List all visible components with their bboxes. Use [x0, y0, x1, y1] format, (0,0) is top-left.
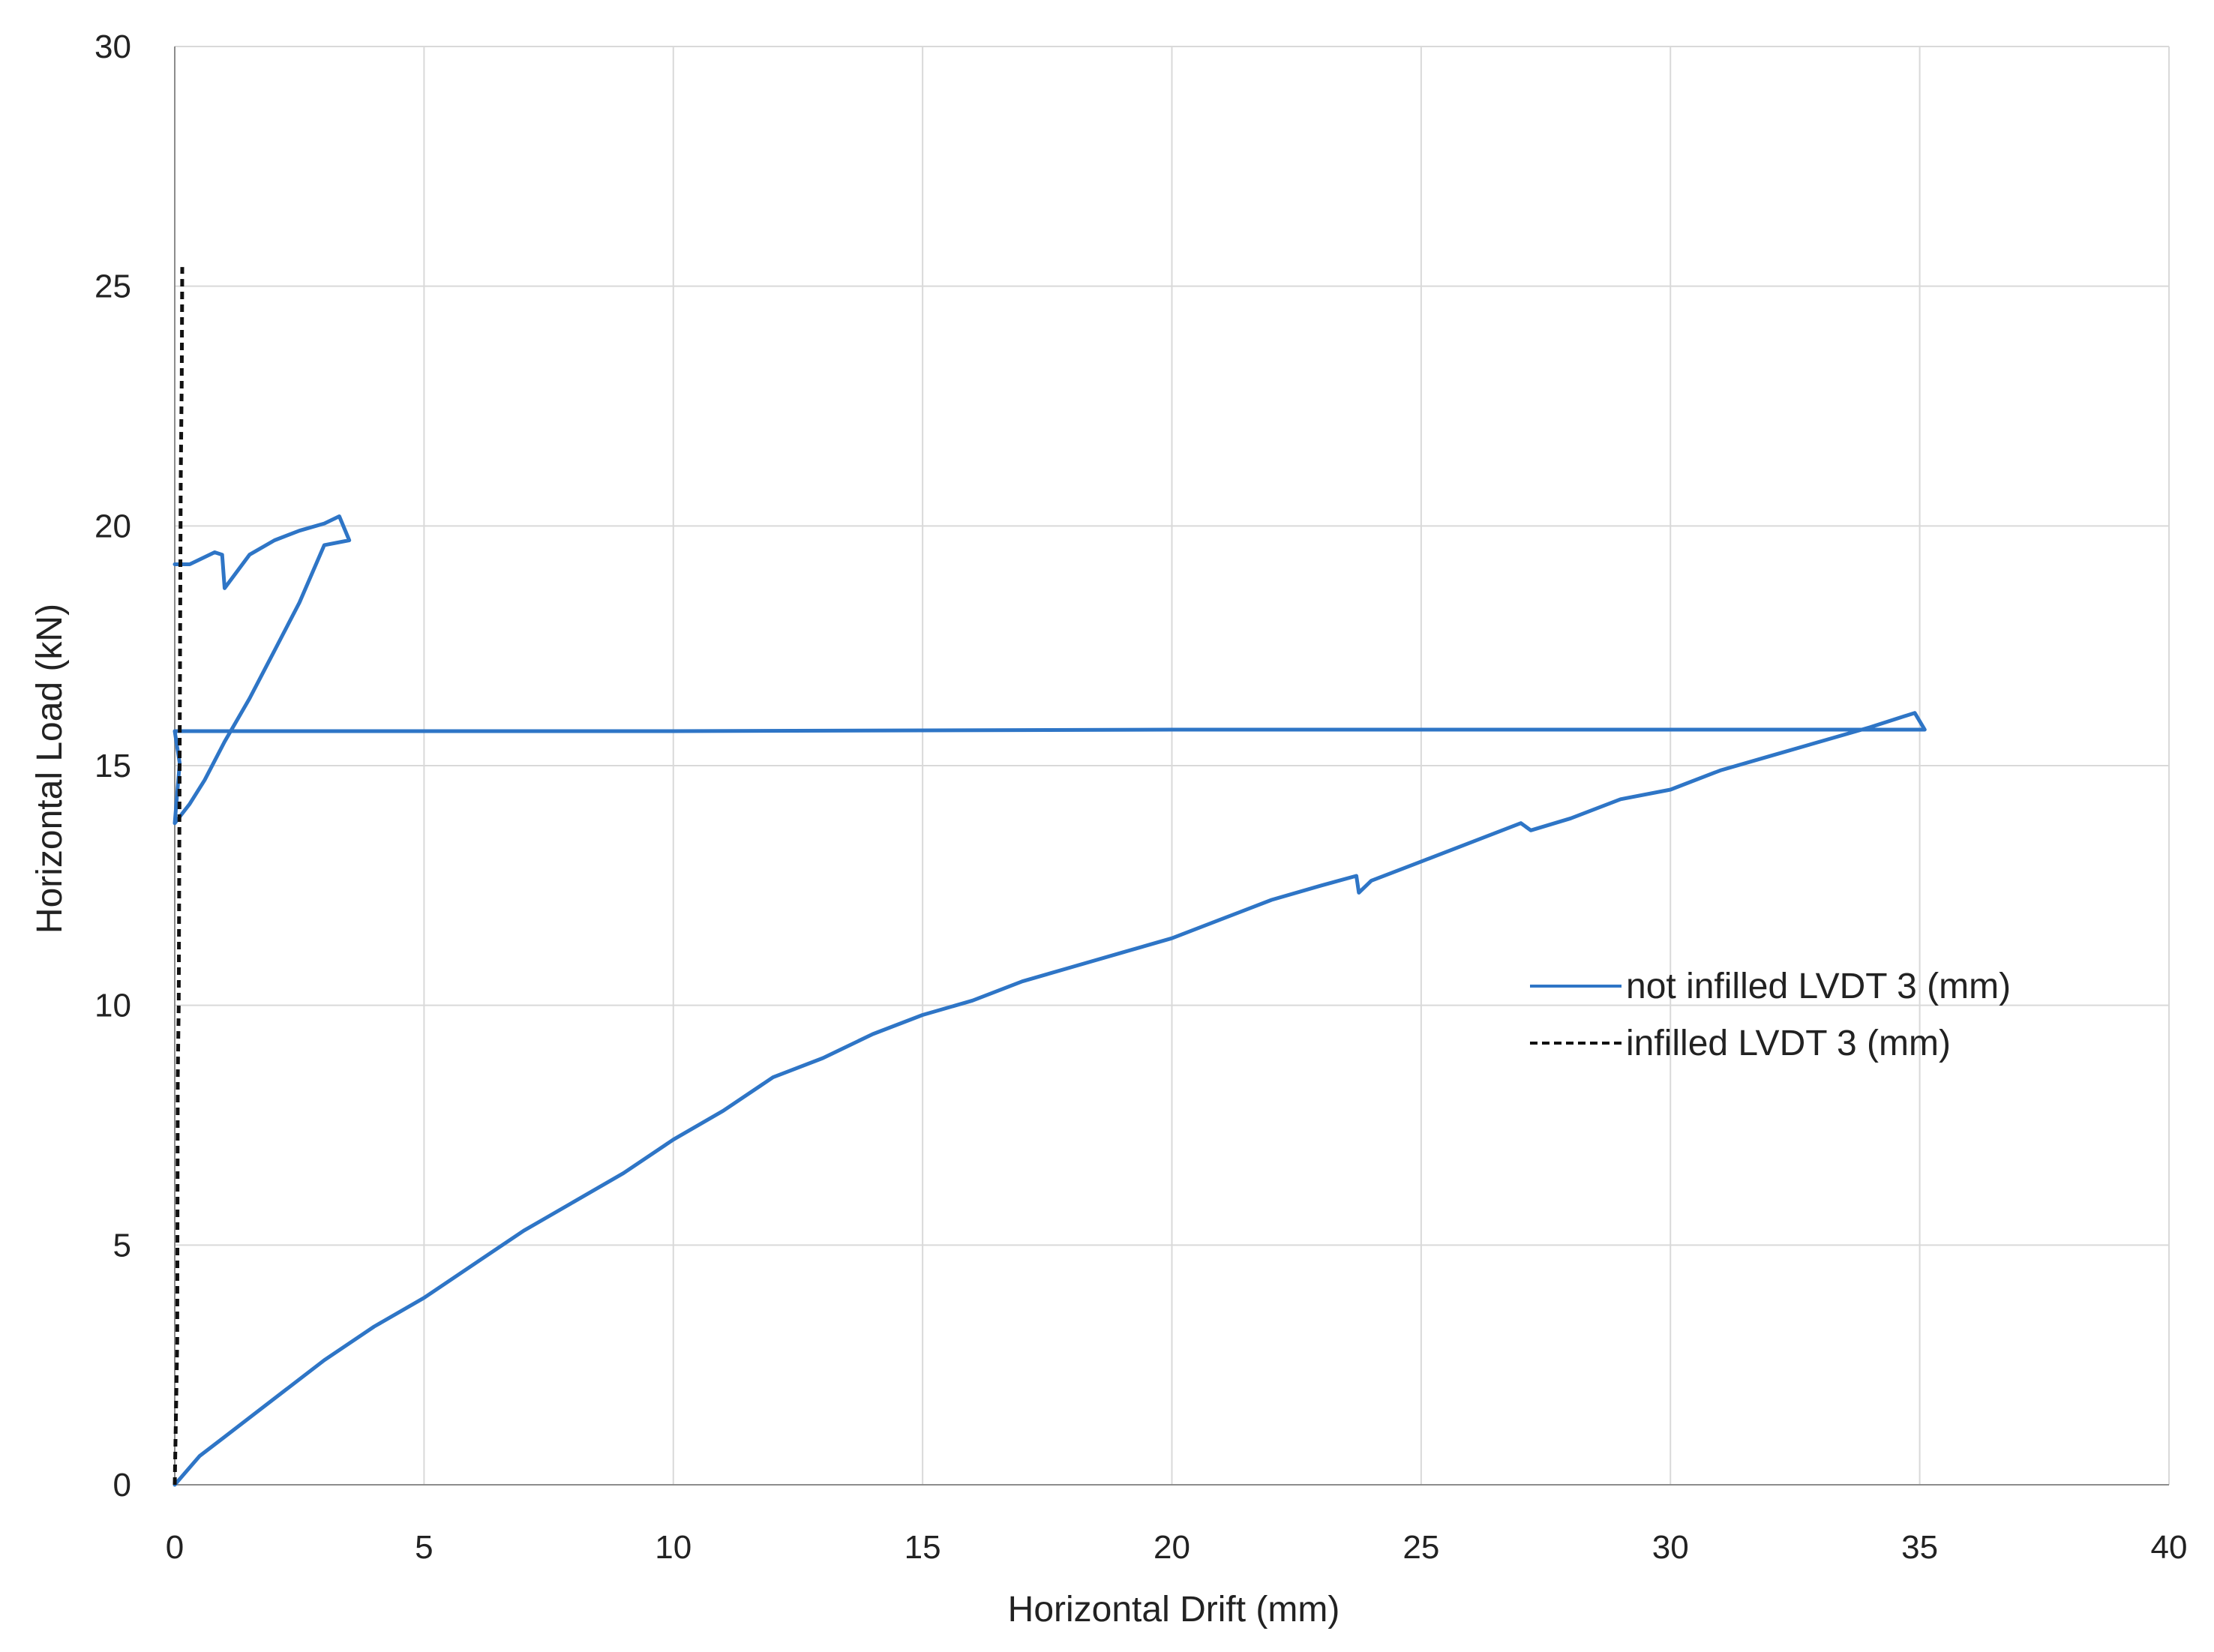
x-tick-label: 10	[655, 1529, 692, 1566]
legend: not infilled LVDT 3 (mm) infilled LVDT 3…	[1530, 967, 2011, 1063]
x-tick-label: 15	[904, 1529, 941, 1566]
axes	[174, 46, 2169, 1486]
y-tick-label: 5	[113, 1227, 131, 1264]
series-line-infilled	[172, 267, 184, 1486]
x-tick-labels: 0 5 10 15 20 25 30 35 40	[166, 1529, 2188, 1566]
y-tick-label: 30	[94, 28, 131, 65]
legend-label-not-infilled: not infilled LVDT 3 (mm)	[1626, 967, 2011, 1006]
y-tick-label: 25	[94, 268, 131, 305]
series-line-not-infilled	[172, 514, 1927, 1487]
x-tick-label: 30	[1652, 1529, 1689, 1566]
gridlines	[174, 46, 2170, 1486]
y-axis-title: Horizontal Load (kN)	[30, 604, 70, 934]
y-tick-labels: 0 5 10 15 20 25 30	[94, 28, 131, 1504]
x-tick-label: 20	[1154, 1529, 1190, 1566]
y-tick-label: 20	[94, 508, 131, 544]
x-tick-label: 35	[1901, 1529, 1938, 1566]
x-tick-label: 40	[2151, 1529, 2188, 1566]
x-tick-label: 5	[415, 1529, 433, 1566]
x-tick-label: 0	[166, 1529, 184, 1566]
legend-label-infilled: infilled LVDT 3 (mm)	[1626, 1024, 1951, 1063]
y-tick-label: 10	[94, 988, 131, 1024]
series-lines	[172, 267, 1927, 1487]
y-tick-label: 15	[94, 748, 131, 784]
y-tick-label: 0	[113, 1467, 131, 1504]
x-axis-title: Horizontal Drift (mm)	[1008, 1590, 1340, 1630]
x-tick-label: 25	[1402, 1529, 1439, 1566]
